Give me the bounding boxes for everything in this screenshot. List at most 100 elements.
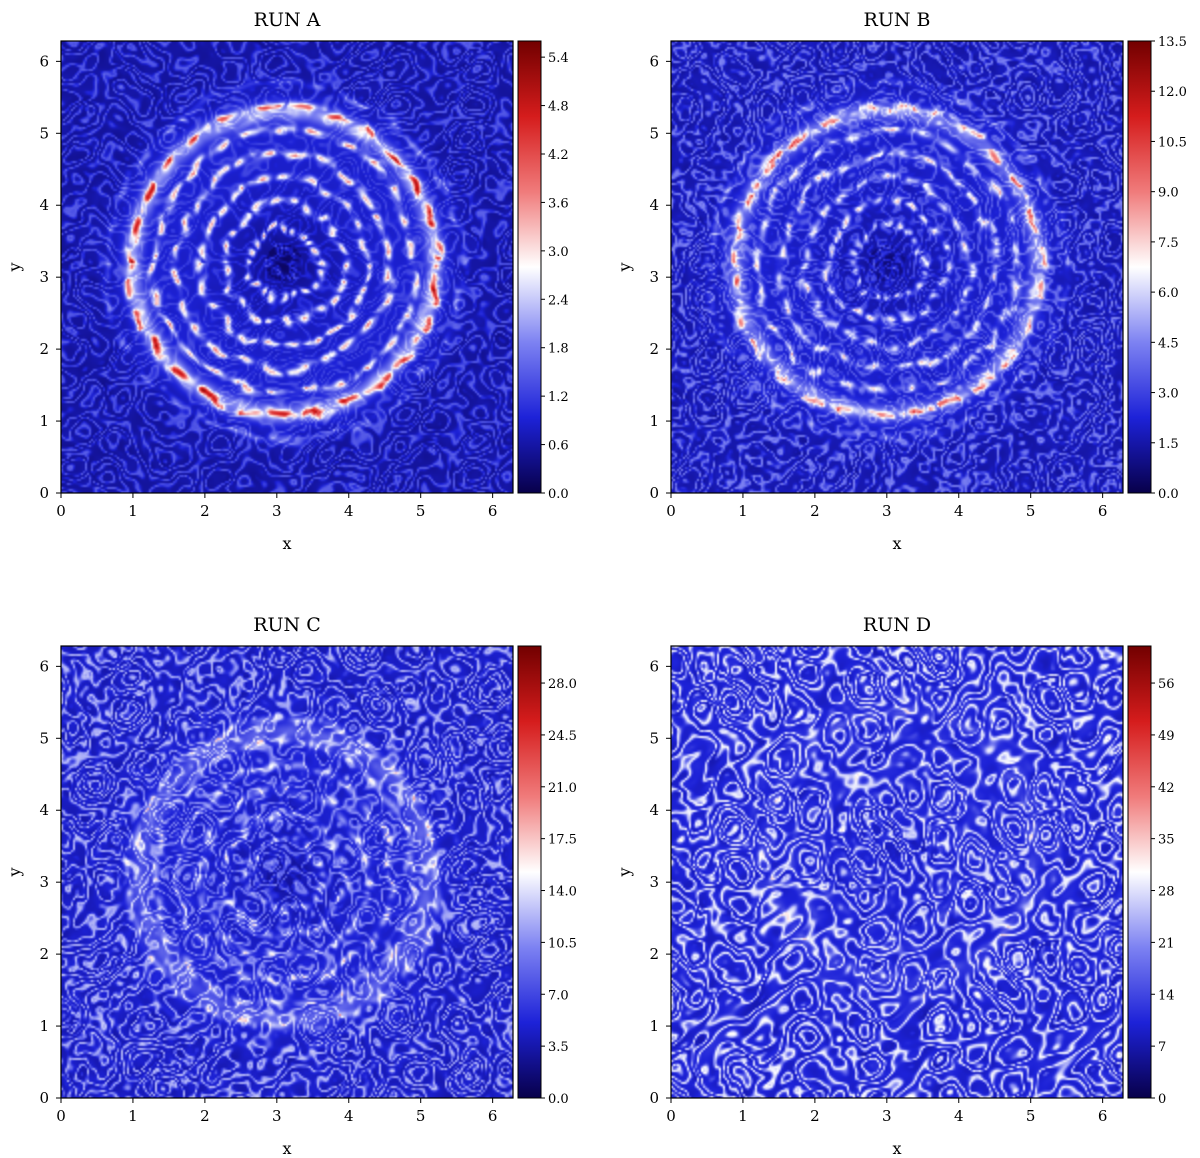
x-tick-label: 4: [344, 1107, 354, 1125]
colorbar-tick-label: 28.0: [548, 677, 577, 692]
colorbar-tick-label: 4.2: [548, 148, 569, 163]
colorbar-tick-label: 1.2: [548, 390, 569, 405]
colorbar-tick-label: 17.5: [548, 833, 577, 848]
colorbar-tick-label: 4.5: [1158, 336, 1179, 351]
y-axis-label: y: [615, 867, 634, 877]
colorbar-tick-label: 21: [1158, 936, 1175, 951]
x-tick-label: 6: [1098, 502, 1108, 520]
x-axis-label: x: [892, 534, 901, 553]
colorbar-tick-label: 3.5: [548, 1040, 569, 1055]
x-axis-label: x: [282, 1139, 291, 1158]
colorbar-tick-label: 10.5: [548, 936, 577, 951]
x-tick-label: 0: [666, 502, 676, 520]
y-tick-label: 6: [649, 657, 659, 675]
colorbar-tick-label: 0: [1158, 1092, 1166, 1107]
x-axis-label: x: [282, 534, 291, 553]
colorbar-tick-label: 42: [1158, 781, 1175, 796]
x-tick-label: 2: [200, 1107, 210, 1125]
colorbar-tick-label: 7.5: [1158, 236, 1179, 251]
y-tick-label: 6: [649, 52, 659, 70]
y-tick-label: 5: [649, 729, 659, 747]
colorbar-tick-label: 24.5: [548, 729, 577, 744]
y-tick-label: 4: [39, 801, 49, 819]
y-tick-label: 1: [39, 1017, 49, 1035]
colorbar: [517, 40, 542, 494]
colorbar-tick-label: 0.0: [1158, 487, 1179, 502]
colorbar-tick-label: 0.0: [548, 487, 569, 502]
y-tick-label: 1: [39, 412, 49, 430]
colorbar-tick-label: 14.0: [548, 885, 577, 900]
colorbar-tick-label: 9.0: [1158, 186, 1179, 201]
x-tick-label: 5: [1026, 1107, 1036, 1125]
colorbar-tick-label: 28: [1158, 885, 1175, 900]
colorbar-tick-label: 35: [1158, 833, 1175, 848]
x-tick-label: 0: [56, 502, 66, 520]
panel-title: RUN B: [864, 9, 931, 31]
y-tick-label: 0: [39, 1089, 49, 1107]
x-tick-label: 5: [416, 1107, 426, 1125]
y-tick-label: 4: [39, 196, 49, 214]
colorbar-tick-label: 14: [1158, 988, 1175, 1003]
y-tick-label: 5: [39, 729, 49, 747]
y-tick-label: 5: [39, 124, 49, 142]
panel-title: RUN C: [253, 614, 321, 636]
y-tick-label: 1: [649, 1017, 659, 1035]
colorbar-tick-label: 6.0: [1158, 286, 1179, 301]
panel-run-b: RUN B 0 1 2 3 4 5 6 0 1 2 3 4 5 6 x y 0.0 1.5 3.0 4.5 6.0 7.5 9…: [615, 9, 1187, 553]
colorbar-tick-label: 5.4: [548, 51, 569, 66]
axes-frame: [670, 40, 1124, 494]
y-tick-label: 3: [649, 873, 659, 891]
y-tick-label: 6: [39, 657, 49, 675]
axes-frame: [670, 645, 1124, 1099]
colorbar-tick-label: 4.8: [548, 100, 569, 115]
x-tick-label: 2: [200, 502, 210, 520]
x-tick-label: 6: [488, 1107, 498, 1125]
y-tick-label: 2: [39, 340, 49, 358]
y-tick-label: 3: [39, 873, 49, 891]
x-tick-label: 3: [882, 502, 892, 520]
colorbar-tick-label: 1.8: [548, 342, 569, 357]
x-tick-label: 5: [416, 502, 426, 520]
colorbar-tick-label: 13.5: [1158, 35, 1187, 50]
y-tick-label: 1: [649, 412, 659, 430]
panel-title: RUN A: [254, 9, 321, 31]
colorbar-tick-label: 56: [1158, 677, 1175, 692]
heatmap-image: [671, 646, 1123, 1098]
x-tick-label: 1: [738, 502, 748, 520]
colorbar-tick-label: 7: [1158, 1040, 1166, 1055]
colorbar: [517, 645, 542, 1099]
x-tick-label: 1: [128, 502, 138, 520]
x-tick-label: 3: [882, 1107, 892, 1125]
y-tick-label: 5: [649, 124, 659, 142]
panel-run-a: RUN A 0 1 2 3 4 5 6 0 1 2 3 4 5 6 x y 0.0 0.6 1.2 1.8 2.4 3.0 3…: [5, 9, 569, 553]
colorbar-tick-label: 2.4: [548, 293, 569, 308]
colorbar-tick-label: 10.5: [1158, 135, 1187, 150]
y-tick-label: 0: [39, 484, 49, 502]
y-tick-label: 3: [649, 268, 659, 286]
colorbar-tick-label: 0.6: [548, 439, 569, 454]
x-tick-label: 1: [738, 1107, 748, 1125]
x-tick-label: 6: [1098, 1107, 1108, 1125]
heatmap-image: [61, 646, 513, 1098]
colorbar-tick-label: 21.0: [548, 781, 577, 796]
x-tick-label: 3: [272, 1107, 282, 1125]
y-tick-label: 4: [649, 196, 659, 214]
y-tick-label: 2: [649, 945, 659, 963]
x-tick-label: 1: [128, 1107, 138, 1125]
y-axis-label: y: [615, 262, 634, 272]
x-tick-label: 6: [488, 502, 498, 520]
colorbar-tick-label: 7.0: [548, 988, 569, 1003]
x-tick-label: 4: [954, 1107, 964, 1125]
colorbar-tick-label: 3.6: [548, 196, 569, 211]
x-axis-label: x: [892, 1139, 901, 1158]
y-tick-label: 3: [39, 268, 49, 286]
y-tick-label: 2: [649, 340, 659, 358]
y-tick-label: 4: [649, 801, 659, 819]
colorbar-tick-label: 3.0: [1158, 387, 1179, 402]
x-tick-label: 3: [272, 502, 282, 520]
x-tick-label: 4: [954, 502, 964, 520]
colorbar: [1127, 40, 1152, 494]
